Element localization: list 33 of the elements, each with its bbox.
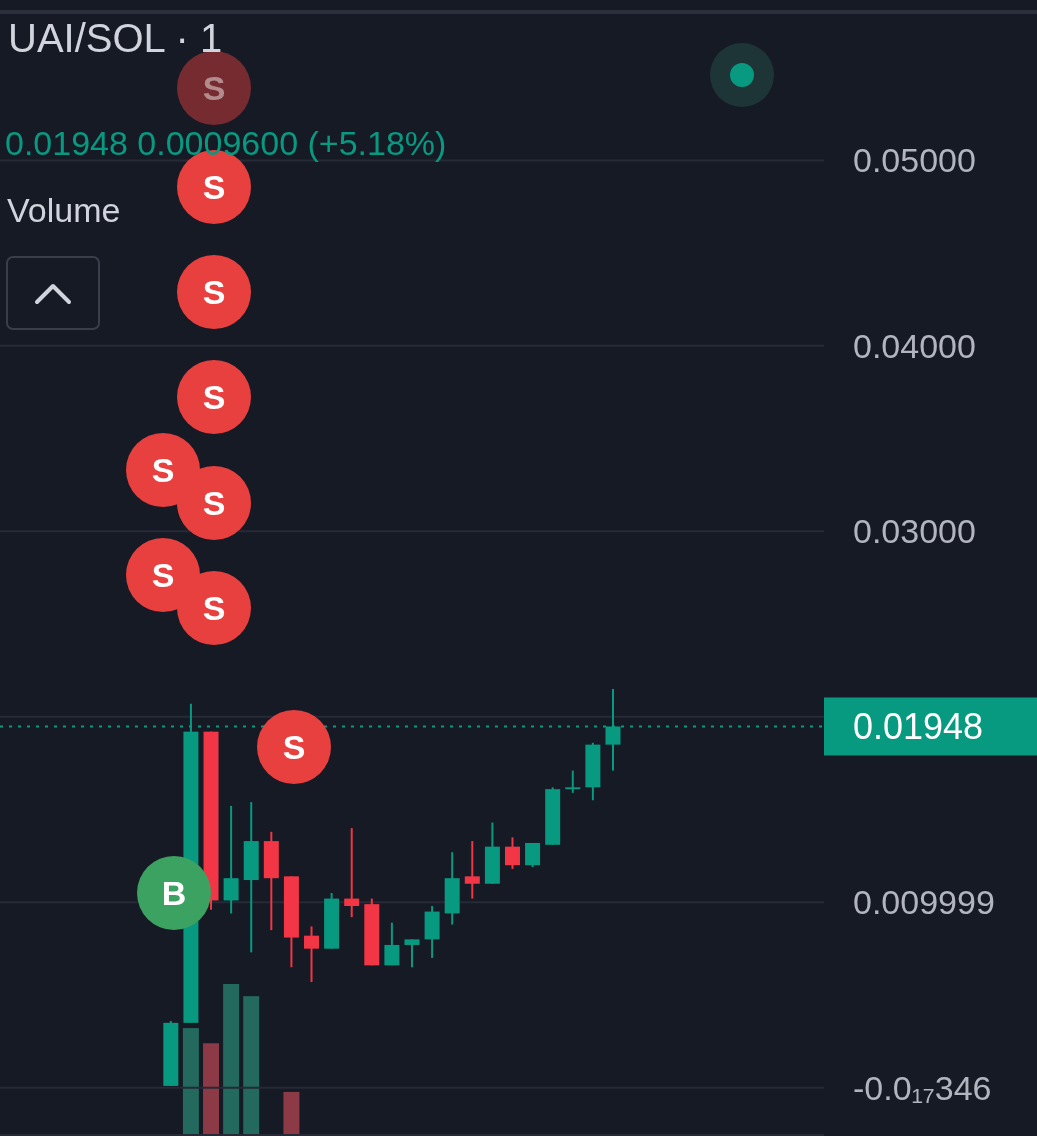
candlestick — [304, 925, 320, 984]
annotation: S — [202, 589, 226, 627]
annotation: S — [202, 69, 226, 107]
annotation: S — [202, 484, 226, 522]
bar — [283, 1091, 300, 1136]
chart-title: Volume — [7, 191, 121, 229]
ref-line-label: 0.01948 — [853, 705, 984, 747]
bar — [223, 984, 240, 1136]
bar — [243, 996, 260, 1136]
chart-title: UAI/SOL · 1 — [8, 16, 223, 60]
y-tick-label: 0.009999 — [853, 883, 995, 922]
text: 0.01948 0.0009600 (+5.18%) — [5, 124, 447, 162]
y-tick-label: -0.0₁₇346 — [853, 1068, 992, 1107]
candlestick — [404, 938, 420, 969]
annotation: S — [202, 168, 226, 206]
candlestick — [223, 804, 239, 915]
bar — [203, 1043, 220, 1136]
candlestick — [525, 841, 541, 869]
bar — [182, 1028, 199, 1136]
candlestick — [504, 836, 520, 870]
annotation: B — [161, 874, 187, 912]
y-tick-label: 0.03000 — [853, 512, 976, 551]
annotation: S — [282, 728, 306, 766]
candlestick — [464, 840, 480, 900]
y-tick-label: 0.04000 — [853, 326, 976, 365]
y-tick-label: 0.05000 — [853, 141, 976, 180]
candlestick — [384, 921, 400, 967]
annotation: S — [151, 556, 175, 594]
annotation: S — [202, 378, 226, 416]
candlestick — [565, 769, 581, 794]
candlestick — [344, 827, 360, 919]
annotation: S — [202, 273, 226, 311]
annotation: S — [151, 451, 175, 489]
